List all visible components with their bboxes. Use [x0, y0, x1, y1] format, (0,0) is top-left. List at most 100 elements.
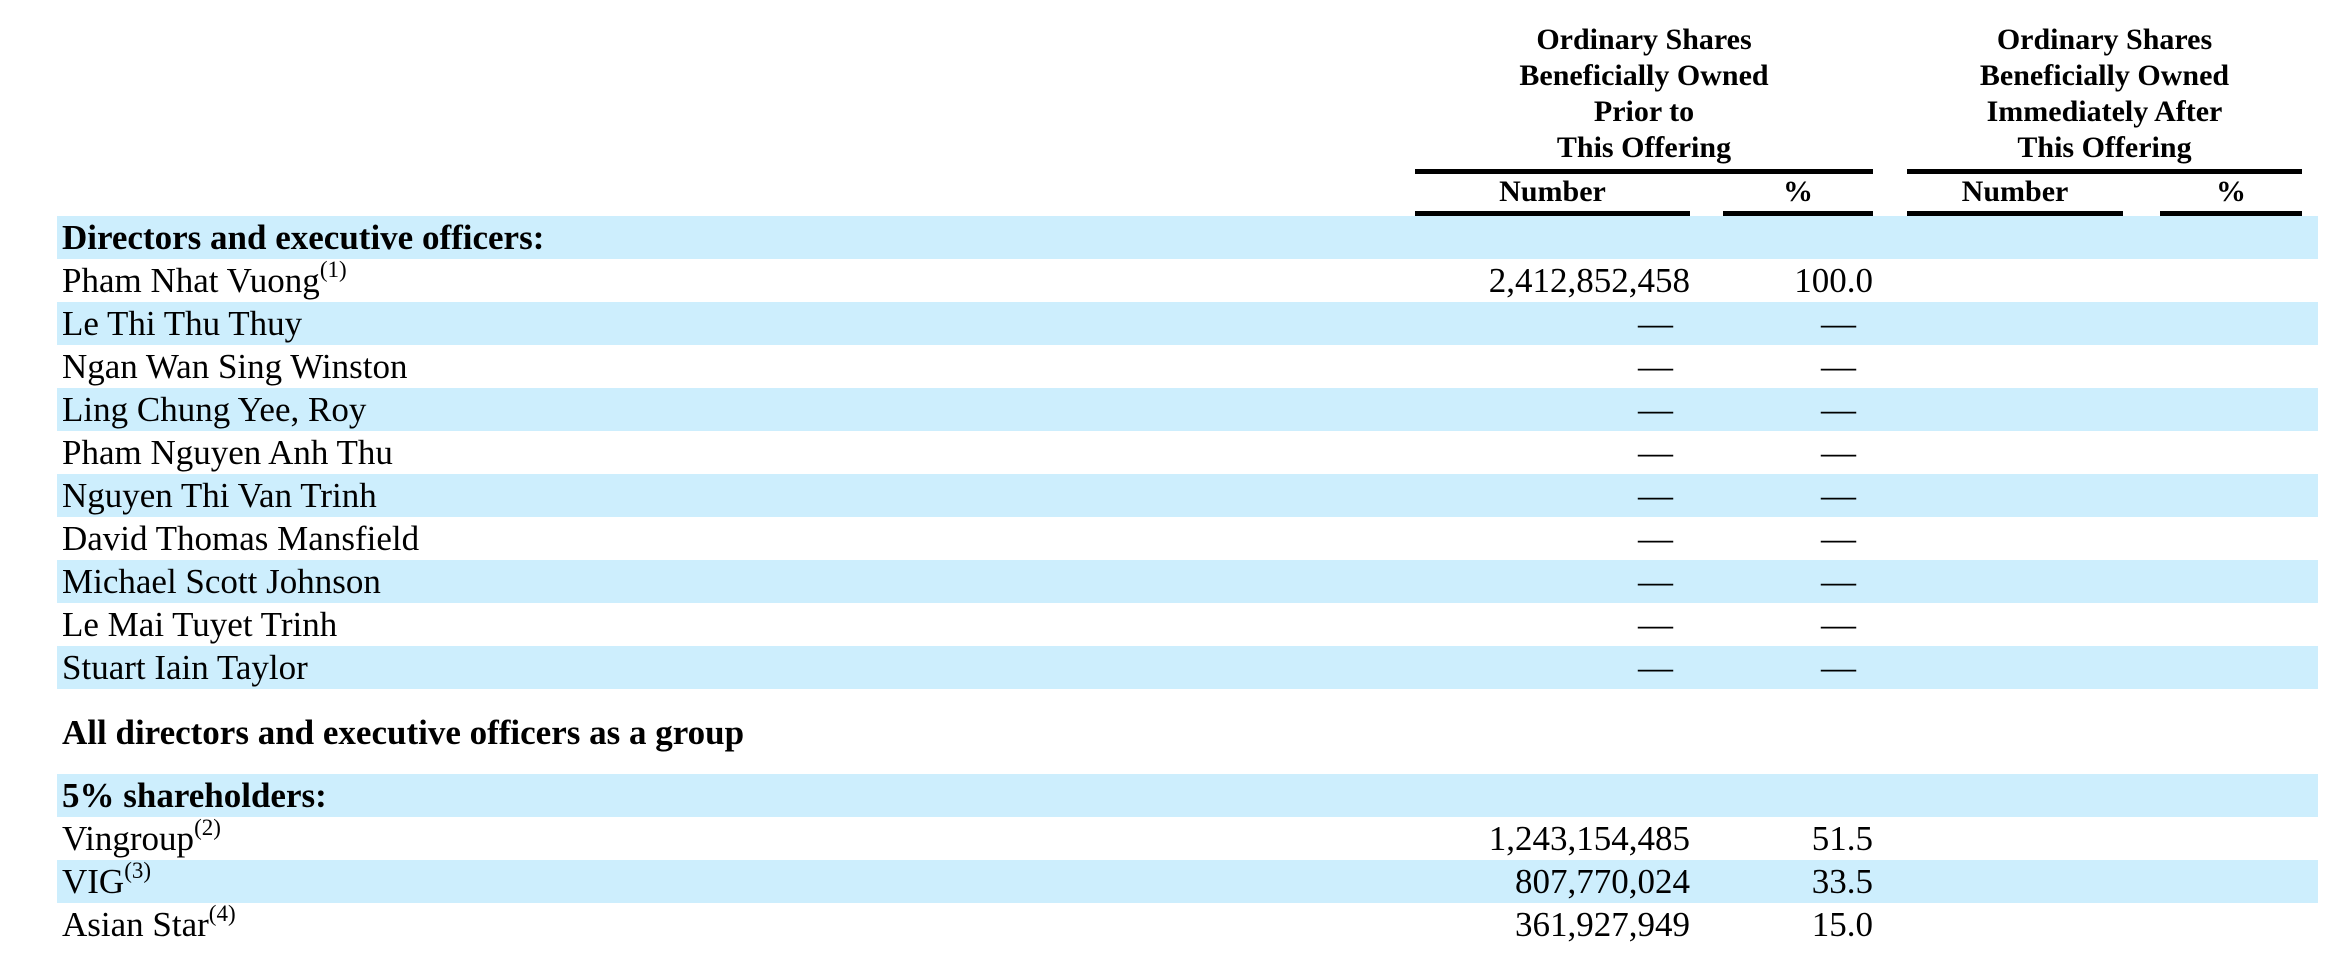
table-row: Michael Scott Johnson — —: [57, 560, 2318, 603]
prior-number-cell: —: [1638, 476, 1673, 515]
header-rule: [1723, 211, 1873, 216]
row-label: Michael Scott Johnson: [57, 560, 1390, 603]
row-gap: [57, 689, 2318, 711]
table-row: Stuart Iain Taylor — —: [57, 646, 2318, 689]
row-label-text: VIG: [62, 862, 125, 901]
footnote-ref: (2): [194, 817, 221, 841]
row-label-text: David Thomas Mansfield: [62, 519, 420, 558]
table-row-group-total: All directors and executive officers as …: [57, 711, 2318, 754]
footnote-ref: (1): [319, 259, 347, 283]
table-row: Nguyen Thi Van Trinh — —: [57, 474, 2318, 517]
prior-pct-cell: 51.5: [1811, 819, 1873, 858]
prior-number-cell: —: [1638, 347, 1673, 386]
row-label-text: Directors and executive officers:: [62, 218, 545, 257]
prior-pct-cell: 100.0: [1794, 261, 1873, 300]
prior-pct-cell: —: [1821, 390, 1856, 429]
group-title-line: Beneficially Owned: [1979, 59, 2230, 92]
group-title-line: Ordinary Shares: [1996, 23, 2213, 56]
column-group-title-after: Ordinary Shares Beneficially Owned Immed…: [1907, 22, 2302, 166]
table-header: Ordinary Shares Beneficially Owned Prior…: [0, 0, 2325, 216]
table-row-section-shareholders: 5% shareholders:: [57, 774, 2318, 817]
row-label-text: Le Mai Tuyet Trinh: [62, 605, 338, 644]
table-row: Vingroup(2) 1,243,154,485 51.5: [57, 817, 2318, 860]
table-row: Ngan Wan Sing Winston — —: [57, 345, 2318, 388]
row-label: VIG(3): [57, 860, 1390, 903]
row-label: Le Thi Thu Thuy: [57, 302, 1390, 345]
row-label-text: Le Thi Thu Thuy: [62, 304, 303, 343]
header-rule: [2160, 211, 2302, 216]
row-label: Ling Chung Yee, Roy: [57, 388, 1390, 431]
prior-number-cell: —: [1638, 519, 1673, 558]
table-row: David Thomas Mansfield — —: [57, 517, 2318, 560]
row-label: All directors and executive officers as …: [57, 711, 1390, 754]
row-label-text: All directors and executive officers as …: [62, 713, 745, 752]
group-title-line: Immediately After: [1986, 95, 2223, 128]
prior-pct-cell: 15.0: [1811, 905, 1873, 944]
row-label: Pham Nguyen Anh Thu: [57, 431, 1390, 474]
prior-pct-cell: —: [1821, 304, 1856, 343]
table-row: Pham Nhat Vuong(1) 2,412,852,458 100.0: [57, 259, 2318, 302]
table-row: Ling Chung Yee, Roy — —: [57, 388, 2318, 431]
row-label-text: Ngan Wan Sing Winston: [62, 347, 408, 386]
prior-number-cell: 361,927,949: [1515, 905, 1690, 944]
table-row: Le Mai Tuyet Trinh — —: [57, 603, 2318, 646]
group-title-line: Prior to: [1593, 95, 1695, 128]
row-label: Nguyen Thi Van Trinh: [57, 474, 1390, 517]
row-label-text: Pham Nguyen Anh Thu: [62, 433, 393, 472]
footnote-ref: (4): [208, 903, 236, 927]
prior-pct-cell: —: [1821, 519, 1856, 558]
table-row: Pham Nguyen Anh Thu — —: [57, 431, 2318, 474]
group-title-line: This Offering: [2017, 131, 2192, 164]
table-row: VIG(3) 807,770,024 33.5: [57, 860, 2318, 903]
column-header-prior-pct: %: [1783, 175, 1813, 208]
prior-number-cell: —: [1638, 605, 1673, 644]
table-body: Directors and executive officers: Pham N…: [57, 216, 2318, 946]
prior-pct-cell: —: [1821, 605, 1856, 644]
row-label: Asian Star(4): [57, 903, 1390, 946]
row-label: Vingroup(2): [57, 817, 1390, 860]
table-row: Le Thi Thu Thuy — —: [57, 302, 2318, 345]
column-header-after-number: Number: [1961, 175, 2069, 208]
table-row: Asian Star(4) 361,927,949 15.0: [57, 903, 2318, 946]
prior-pct-cell: —: [1821, 433, 1856, 472]
prior-number-cell: —: [1638, 648, 1673, 687]
row-label: Pham Nhat Vuong(1): [57, 259, 1390, 302]
row-label: Directors and executive officers:: [57, 216, 1390, 259]
prior-pct-cell: —: [1821, 476, 1856, 515]
header-rule: [1907, 169, 2302, 174]
prior-number-cell: —: [1638, 390, 1673, 429]
group-title-line: Ordinary Shares: [1536, 23, 1752, 56]
row-label-text: Vingroup: [62, 819, 195, 858]
row-label-text: Asian Star: [62, 905, 209, 944]
row-label: Ngan Wan Sing Winston: [57, 345, 1390, 388]
prior-pct-cell: —: [1821, 347, 1856, 386]
row-label-text: Ling Chung Yee, Roy: [62, 390, 367, 429]
prior-number-cell: —: [1638, 562, 1673, 601]
row-label-text: Michael Scott Johnson: [62, 562, 381, 601]
prior-number-cell: 1,243,154,485: [1488, 819, 1690, 858]
row-label: Stuart Iain Taylor: [57, 646, 1390, 689]
row-label-text: Stuart Iain Taylor: [62, 648, 308, 687]
group-title-line: Beneficially Owned: [1519, 59, 1769, 92]
row-label-text: Pham Nhat Vuong: [62, 261, 320, 300]
column-header-prior-number: Number: [1499, 175, 1606, 208]
table-row-section-directors: Directors and executive officers:: [57, 216, 2318, 259]
prior-number-cell: 807,770,024: [1515, 862, 1690, 901]
row-label: 5% shareholders:: [57, 774, 1390, 817]
row-label: David Thomas Mansfield: [57, 517, 1390, 560]
row-label-text: Nguyen Thi Van Trinh: [62, 476, 377, 515]
column-group-title-prior: Ordinary Shares Beneficially Owned Prior…: [1415, 22, 1873, 166]
row-label: Le Mai Tuyet Trinh: [57, 603, 1390, 646]
prior-pct-cell: —: [1821, 562, 1856, 601]
prior-pct-cell: —: [1821, 648, 1856, 687]
row-label-text: 5% shareholders:: [62, 776, 327, 815]
header-rule: [1415, 211, 1690, 216]
column-header-after-pct: %: [2216, 175, 2246, 208]
group-title-line: This Offering: [1556, 131, 1732, 164]
row-gap: [57, 754, 2318, 774]
header-rule: [1415, 169, 1873, 174]
prior-pct-cell: 33.5: [1811, 862, 1873, 901]
header-rule: [1907, 211, 2123, 216]
prior-number-cell: 2,412,852,458: [1488, 261, 1690, 300]
